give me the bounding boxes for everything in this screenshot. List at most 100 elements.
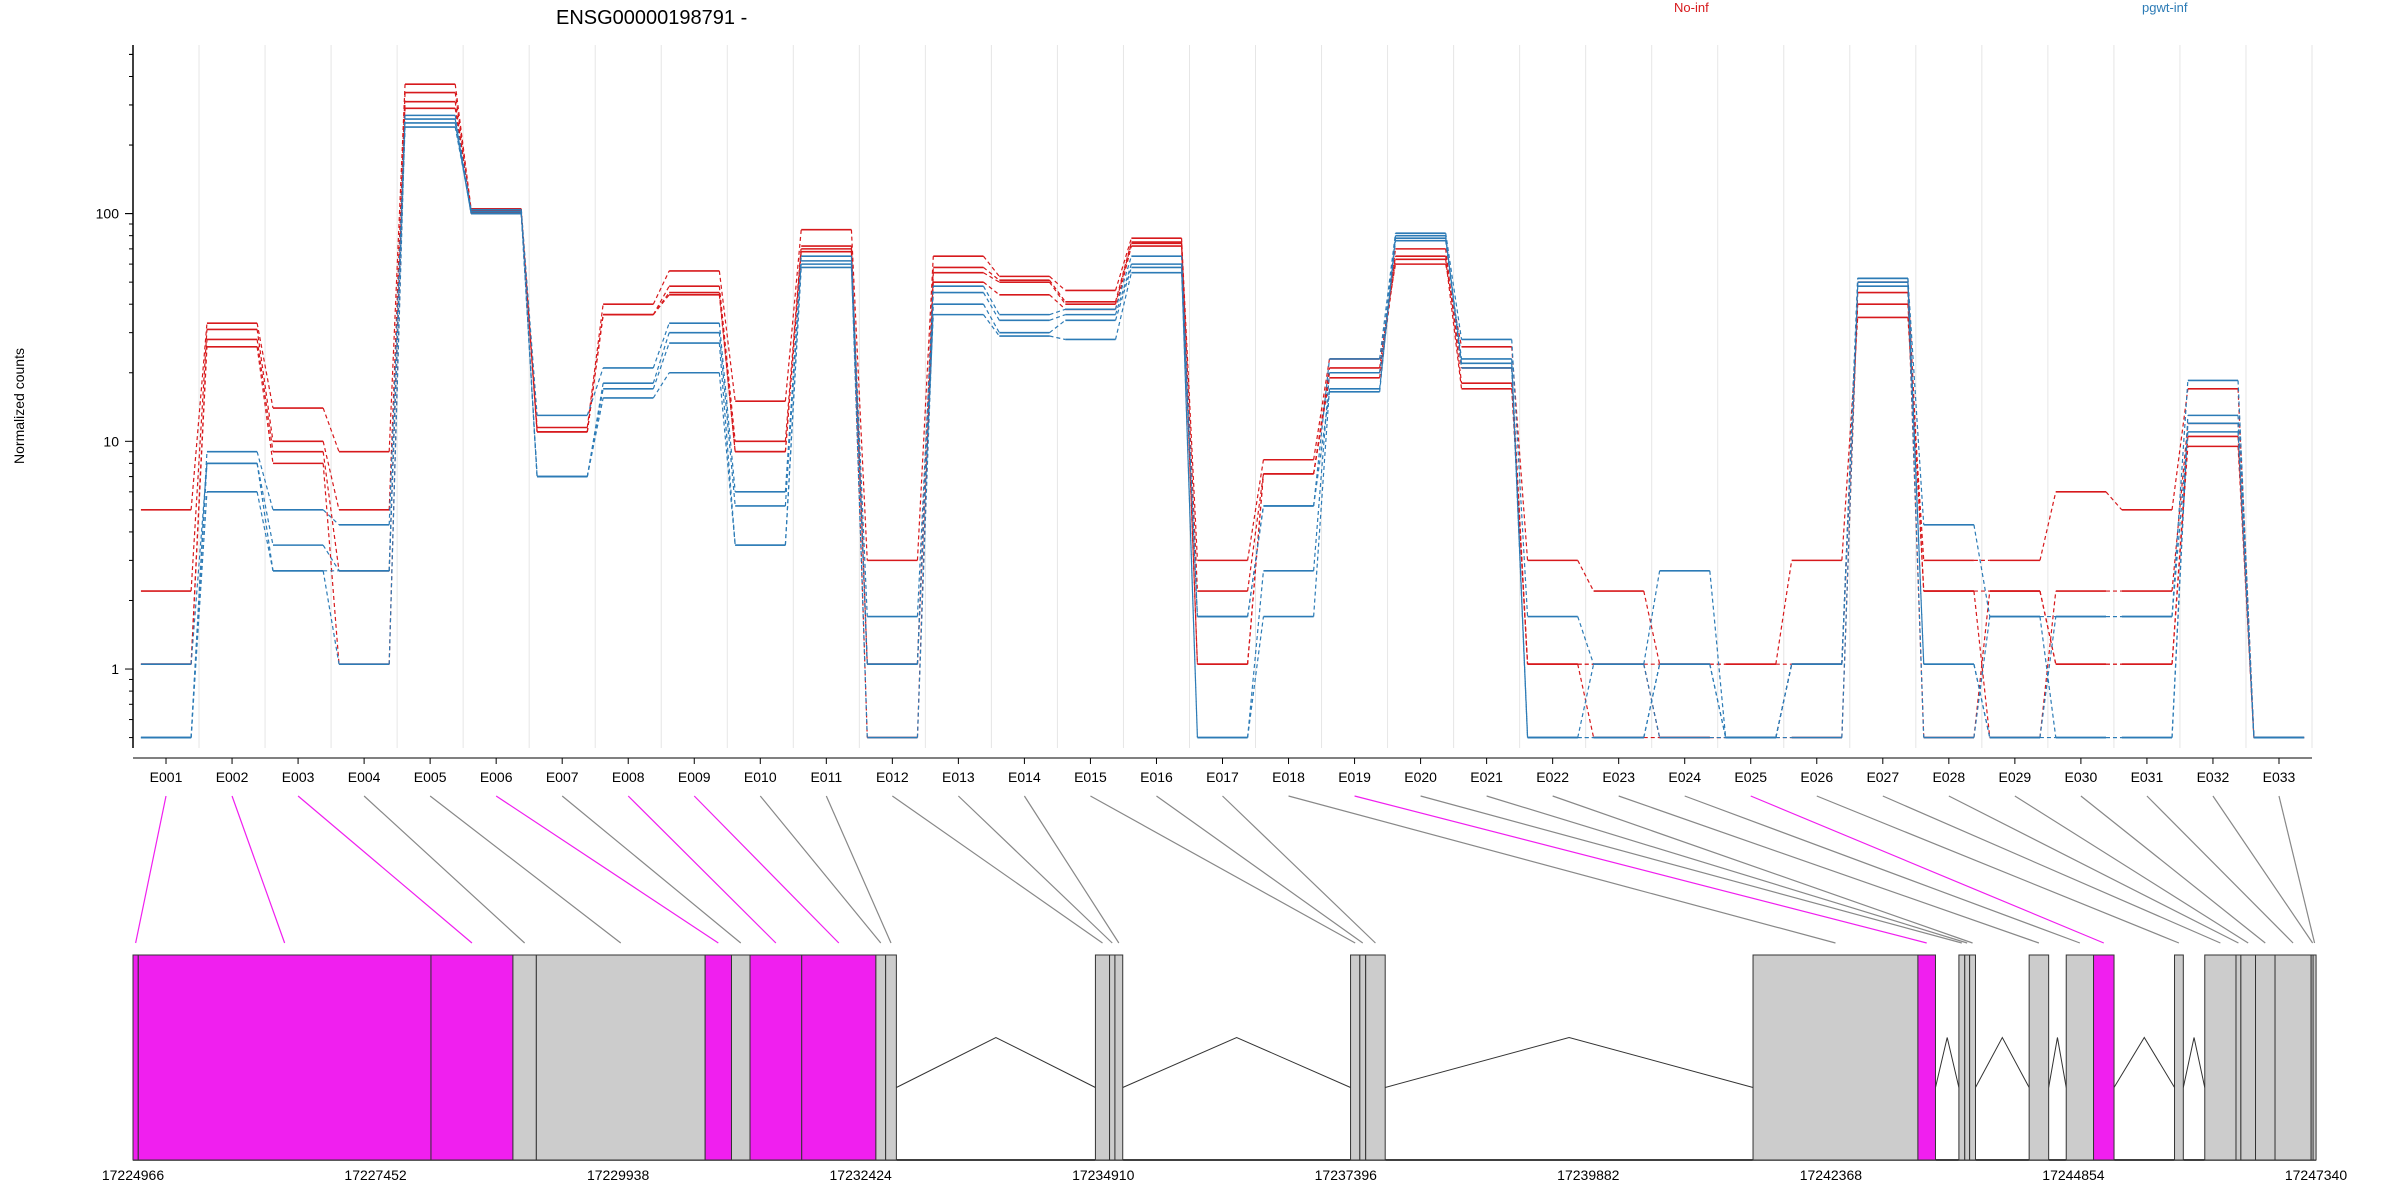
series-connector xyxy=(454,108,472,214)
connector-e007 xyxy=(561,795,742,944)
series-connector xyxy=(454,115,472,210)
intron-line xyxy=(1934,1037,1960,1088)
series-connector xyxy=(652,323,670,369)
series-connector xyxy=(1643,570,1661,665)
series-connector xyxy=(1246,473,1265,592)
series-connector xyxy=(718,270,736,402)
exon-box-e022 xyxy=(1969,954,1976,1161)
series-connector xyxy=(982,292,1000,321)
series-connector xyxy=(1973,524,1991,617)
x-tick-label-e010: E010 xyxy=(744,769,777,785)
connector-e023 xyxy=(1618,795,2040,944)
series-connector xyxy=(850,248,868,665)
connector-e033 xyxy=(2278,795,2316,944)
series-connector xyxy=(982,255,1000,277)
intron-line xyxy=(2048,1037,2067,1088)
legend-entry-pgwt-inf: pgwt-inf xyxy=(2142,0,2188,15)
series-connector xyxy=(1313,358,1331,507)
series-connector xyxy=(1049,319,1066,334)
series-connector xyxy=(850,267,868,665)
series-connector xyxy=(2039,590,2057,665)
series-connector xyxy=(322,407,340,452)
connector-e008 xyxy=(627,795,777,944)
chart-title: ENSG00000198791 - xyxy=(556,7,747,29)
y-axis-label: Normalized counts xyxy=(11,348,27,464)
series-connector xyxy=(1907,292,1925,738)
series-connector xyxy=(1643,664,1661,738)
series-connector xyxy=(586,367,604,416)
connector-e005 xyxy=(429,795,622,944)
connector-e009 xyxy=(693,795,840,944)
exon-box-e002 xyxy=(137,954,432,1161)
series-connector xyxy=(256,346,274,464)
connector-e022 xyxy=(1552,795,1973,944)
series-connector xyxy=(1643,590,1661,665)
series-connector xyxy=(190,491,208,738)
series-connector xyxy=(652,270,670,305)
connector-e010 xyxy=(759,795,882,944)
series-lines xyxy=(140,83,2305,739)
series-connector xyxy=(322,451,340,571)
x-tick-label-e033: E033 xyxy=(2263,769,2296,785)
series-connector xyxy=(322,509,340,526)
series-connector xyxy=(718,372,736,546)
x-tick-label-e001: E001 xyxy=(150,769,183,785)
series-connector xyxy=(652,342,670,390)
series-connector xyxy=(1180,267,1199,738)
exon-box-e005 xyxy=(535,954,706,1161)
series-connector xyxy=(1049,294,1066,310)
series-connector xyxy=(1577,664,1595,738)
series-connector xyxy=(1049,335,1066,341)
x-tick-label-e015: E015 xyxy=(1074,769,1107,785)
intron-line xyxy=(2182,1037,2206,1088)
x-tick-label-e004: E004 xyxy=(348,769,381,785)
series-connector xyxy=(1841,317,1859,561)
exon-box-e030 xyxy=(2255,954,2276,1161)
series-connector xyxy=(983,272,1000,283)
x-tick-label-e031: E031 xyxy=(2131,769,2164,785)
series-connector xyxy=(256,339,274,452)
exon-box-e019 xyxy=(1917,954,1936,1161)
series-connector xyxy=(1445,259,1463,389)
series-connector xyxy=(983,266,1000,281)
intron-line xyxy=(1385,1036,1754,1088)
series-connector xyxy=(1313,358,1331,460)
series-connector xyxy=(2171,388,2189,510)
genomic-coordinate-label: 17239882 xyxy=(1557,1167,1620,1183)
series-pgwt-inf-5 xyxy=(140,122,2305,739)
series-connector xyxy=(1445,233,1463,340)
series-connector xyxy=(190,323,208,510)
connector-e026 xyxy=(1816,795,2180,944)
series-connector xyxy=(982,303,1000,333)
connector-e014 xyxy=(1023,795,1120,944)
series-connector xyxy=(1379,233,1397,360)
series-connector xyxy=(784,229,802,402)
series-pgwt-inf-7 xyxy=(140,118,2305,739)
series-connector xyxy=(1379,240,1397,389)
exon-box-e024 xyxy=(2065,954,2095,1161)
series-connector xyxy=(2039,491,2057,561)
exon-box-e033 xyxy=(2312,954,2317,1161)
x-tick-label-e030: E030 xyxy=(2065,769,2098,785)
connector-e019 xyxy=(1354,795,1927,944)
series-connector xyxy=(1114,241,1132,302)
series-connector xyxy=(652,332,670,384)
connector-e016 xyxy=(1156,795,1364,944)
genomic-coordinate-label: 17232424 xyxy=(830,1167,893,1183)
series-connector xyxy=(520,213,538,477)
vertical-grid xyxy=(132,45,2313,748)
series-no-inf-1 xyxy=(140,91,2305,739)
exon-box-e017 xyxy=(1365,954,1386,1161)
series-connector xyxy=(652,294,670,316)
x-tick-label-e007: E007 xyxy=(546,769,579,785)
series-connector xyxy=(718,332,736,507)
series-connector xyxy=(1049,308,1066,316)
series-connector xyxy=(850,264,868,738)
series-connector xyxy=(586,314,604,432)
genomic-coordinate-label: 17234910 xyxy=(1072,1167,1135,1183)
exon-box-e009 xyxy=(801,954,877,1161)
connector-e024 xyxy=(1684,795,2081,944)
series-connector xyxy=(718,343,736,546)
connector-e020 xyxy=(1420,795,1962,944)
series-connector xyxy=(1114,243,1132,305)
